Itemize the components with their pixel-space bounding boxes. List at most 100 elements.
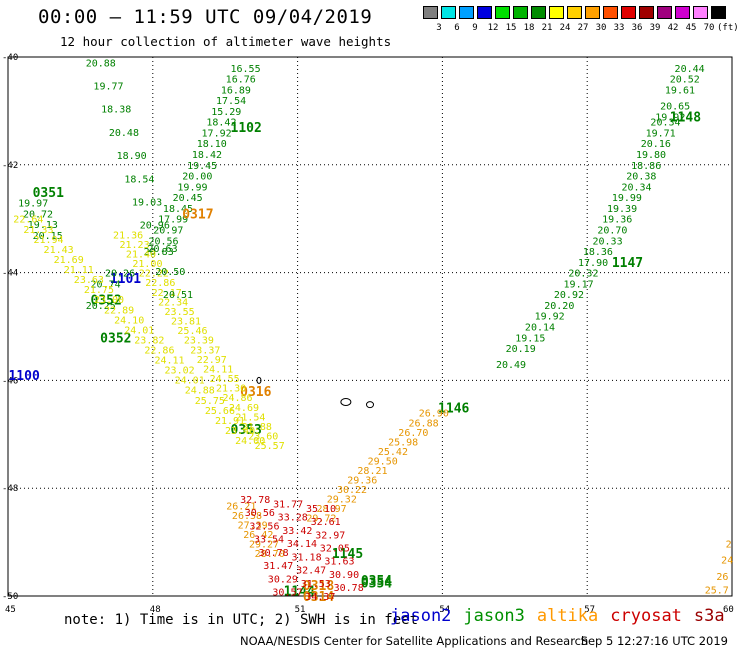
data-label-orange: 25.7	[705, 585, 729, 596]
data-label-orange: 29.50	[368, 456, 398, 467]
data-label-yellow: 23.39	[184, 336, 214, 347]
data-label-jason3: 20.38	[626, 172, 656, 183]
track-time-label: 0354	[361, 574, 392, 589]
data-label-jason3: 19.36	[602, 215, 632, 226]
data-label-yellow: 23.60	[248, 431, 278, 442]
colorbar-label: 15	[505, 23, 517, 33]
colorbar-swatch	[603, 6, 618, 19]
colorbar-swatch	[423, 6, 438, 19]
data-label-yellow: 21.11	[64, 265, 94, 276]
data-label-yellow: 21.75	[84, 285, 114, 296]
data-label-yellow: 23.40	[225, 426, 255, 437]
data-label-yellow: 23.81	[171, 317, 201, 328]
data-label-orange: 28.21	[357, 466, 387, 477]
data-label-red: 31.53	[301, 579, 331, 590]
data-label-jason3: 20.25	[86, 301, 116, 312]
data-label-orange: 26.70	[398, 428, 428, 439]
colorbar-label: 39	[649, 23, 661, 33]
data-label-red: 30.90	[329, 570, 359, 581]
data-label-jason3: 20.33	[593, 236, 623, 247]
data-label-yellow: 24.86	[222, 393, 252, 404]
data-label-orange: 25.98	[388, 437, 418, 448]
track-time-label: 1146	[438, 401, 469, 416]
data-label-red: 32.78	[240, 495, 270, 506]
data-label-orange: 26.21	[226, 501, 256, 512]
data-label-jason3: 16.55	[231, 64, 261, 75]
track-time-label: 0314	[303, 590, 334, 605]
colorbar-label: 9	[472, 23, 478, 33]
x-tick-label: 57	[584, 605, 595, 615]
track-time-label: 0352	[91, 294, 122, 309]
data-label-jason3: 19.99	[177, 182, 207, 193]
data-label-red: 34.37	[305, 592, 335, 603]
data-label-jason3: 19.39	[607, 204, 637, 215]
data-label-green: 20.48	[109, 128, 139, 139]
data-label-red: 30.78	[334, 583, 364, 594]
data-label-orange: 29.36	[347, 475, 377, 486]
data-label-green: 20.88	[86, 58, 116, 69]
colorbar-swatch	[585, 6, 600, 19]
y-tick-label: -46	[2, 376, 18, 386]
data-label-red: 33.54	[254, 535, 284, 546]
data-label-orange: 26.88	[409, 418, 439, 429]
data-label-jason3: 16.76	[226, 75, 256, 86]
track-time-label: 0353	[231, 423, 262, 438]
data-label-red: 32.97	[315, 530, 345, 541]
x-tick-label: 60	[723, 605, 734, 615]
data-label-yellow: 21.40	[126, 249, 156, 260]
data-label-red: 33.28	[278, 513, 308, 524]
data-label-jason3: 18.45	[163, 204, 193, 215]
data-label-yellow: 21.54	[235, 412, 265, 423]
data-label-jason3: 20.15	[33, 231, 63, 242]
data-label-jason3: 20.45	[173, 193, 203, 204]
data-label-jason3: 17.90	[578, 258, 608, 269]
track-time-label: 0352	[100, 331, 131, 346]
data-label-yellow: 22.64	[13, 215, 43, 226]
island-outline	[340, 397, 352, 406]
legend-altika: altika	[536, 606, 599, 626]
colorbar-label: 36	[631, 23, 643, 33]
data-label-yellow: 21.00	[132, 259, 162, 270]
data-label-jason3: 20.32	[568, 269, 598, 280]
data-label-yellow: 24.01	[124, 325, 154, 336]
island-outline	[366, 401, 374, 409]
data-label-jason3: 17.92	[202, 128, 232, 139]
track-time-label: 1100	[8, 369, 39, 384]
data-label-jason3: 20.72	[23, 209, 53, 220]
data-label-green: 18.38	[101, 105, 131, 116]
data-label-jason3: 20.56	[148, 236, 178, 247]
data-label-jason3: 18.86	[631, 161, 661, 172]
x-tick-label: 45	[5, 605, 16, 615]
colorbar-label: 3	[436, 23, 442, 33]
data-label-yellow: 25.46	[177, 326, 207, 337]
data-label-jason3: 18.10	[197, 139, 227, 150]
legend-s3a: s3a	[693, 606, 725, 626]
data-label-yellow: 23.00	[94, 295, 124, 306]
data-label-jason3: 20.34	[621, 182, 651, 193]
chart-title: 00:00 – 11:59 UTC 09/04/2019	[38, 6, 373, 28]
data-label-red: 31.63	[324, 557, 354, 568]
data-label-red: 30.57	[272, 588, 302, 599]
data-label-yellow: 24.11	[203, 364, 233, 375]
data-label-yellow: 24.55	[210, 374, 240, 385]
data-label-orange: 29.72	[306, 513, 336, 524]
data-label-orange: 28.97	[317, 504, 347, 515]
data-label-jason3: 20.26	[105, 269, 135, 280]
data-label-red: 32.05	[320, 543, 350, 554]
colorbar-label: 24	[559, 23, 571, 33]
track-time-label: 0351	[33, 186, 64, 201]
footer-date: Sep 5 12:27:16 UTC 2019	[580, 634, 728, 648]
data-label-red: 33.42	[282, 526, 312, 537]
data-label-jason3: 19.92	[655, 112, 685, 123]
colorbar-swatch	[459, 6, 474, 19]
colorbar-label: 45	[685, 23, 697, 33]
data-label-jason3: 19.92	[535, 312, 565, 323]
data-label-red: 31.18	[291, 552, 321, 563]
data-label-red: 35.10	[306, 504, 336, 515]
data-label-red: 30.78	[259, 548, 289, 559]
colorbar-swatch	[567, 6, 582, 19]
x-tick-label: 48	[150, 605, 161, 615]
legend-cryosat: cryosat	[610, 606, 682, 626]
data-label-yellow: 24.69	[229, 403, 259, 414]
colorbar-label: 21	[541, 23, 553, 33]
